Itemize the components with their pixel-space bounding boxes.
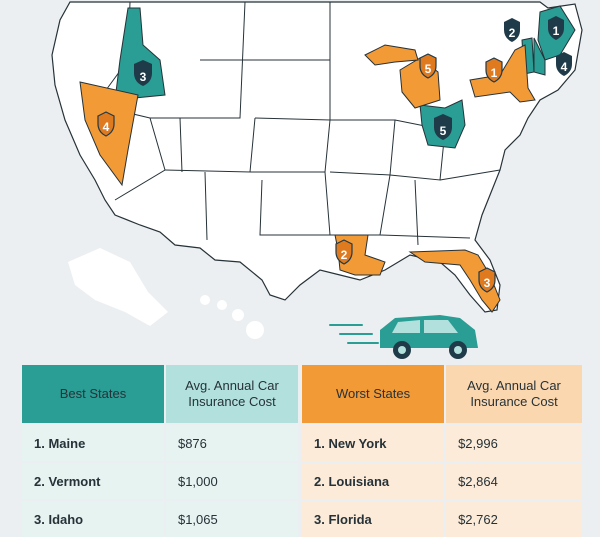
contiguous-us-land — [51, 1, 583, 313]
worst-states-header: Worst States — [302, 365, 446, 424]
table-row: 1. New York $2,996 — [302, 423, 582, 462]
best-state-cell: 2. Vermont — [22, 461, 165, 500]
best-cost-header-line2: Insurance Cost — [188, 394, 276, 409]
worst-state-cell: 3. Florida — [302, 499, 446, 537]
badge-michigan-rank: 5 — [425, 62, 432, 76]
badge-michigan: 5 — [419, 53, 437, 79]
state-florida — [408, 249, 501, 313]
badge-nevada: 4 — [97, 111, 115, 137]
state-idaho — [114, 7, 166, 101]
best-state-cell: 3. Idaho — [22, 499, 165, 537]
badge-new-hampshire: 4 — [556, 52, 572, 76]
badge-ohio: 5 — [434, 114, 452, 140]
hawaii-land — [200, 295, 264, 339]
best-state-cell: 1. Maine — [22, 423, 165, 462]
state-michigan-up — [364, 44, 419, 66]
insurance-tables: Best States Avg. Annual Car Insurance Co… — [22, 365, 582, 537]
state-new-york — [469, 44, 536, 103]
best-states-table: Best States Avg. Annual Car Insurance Co… — [22, 365, 298, 537]
badge-nevada-rank: 4 — [103, 120, 110, 134]
worst-state-cell: 1. New York — [302, 423, 446, 462]
worst-cost-cell: $2,762 — [444, 499, 582, 537]
us-map-svg: 1 2 3 4 5 1 2 3 — [51, 1, 583, 359]
best-cost-cell: $1,000 — [163, 461, 298, 500]
badge-new-york: 1 — [485, 57, 503, 83]
badge-florida-rank: 3 — [484, 276, 491, 290]
best-cost-header-line1: Avg. Annual Car — [185, 378, 279, 393]
worst-cost-header: Avg. Annual Car Insurance Cost — [444, 365, 582, 424]
worst-cost-cell: $2,864 — [444, 461, 582, 500]
worst-cost-header-line1: Avg. Annual Car — [467, 378, 561, 393]
badge-maine: 1 — [548, 16, 564, 40]
best-cost-cell: $1,065 — [163, 499, 298, 537]
table-row: 1. Maine $876 — [22, 423, 298, 462]
best-states-header-label: Best States — [59, 386, 127, 401]
badge-louisiana: 2 — [335, 239, 353, 265]
badge-vermont: 2 — [504, 18, 520, 42]
car-icon — [329, 315, 478, 359]
badge-idaho-rank: 3 — [140, 70, 147, 84]
badge-new-hampshire-rank: 4 — [561, 60, 568, 74]
table-row: 2. Louisiana $2,864 — [302, 461, 582, 500]
best-cost-header: Avg. Annual Car Insurance Cost — [163, 365, 298, 424]
badge-idaho: 3 — [134, 60, 152, 86]
worst-cost-cell: $2,996 — [444, 423, 582, 462]
table-row: 3. Florida $2,762 — [302, 499, 582, 537]
worst-state-cell: 2. Louisiana — [302, 461, 446, 500]
badge-louisiana-rank: 2 — [341, 248, 348, 262]
badge-new-york-rank: 1 — [491, 66, 498, 80]
us-map: 1 2 3 4 5 1 2 3 — [51, 1, 583, 359]
table-row: 3. Idaho $1,065 — [22, 499, 298, 537]
worst-cost-header-line2: Insurance Cost — [470, 394, 558, 409]
badge-maine-rank: 1 — [553, 24, 560, 38]
worst-table-header: Worst States Avg. Annual Car Insurance C… — [302, 365, 582, 424]
worst-states-table: Worst States Avg. Annual Car Insurance C… — [302, 365, 582, 537]
best-cost-cell: $876 — [163, 423, 298, 462]
worst-states-header-label: Worst States — [335, 386, 411, 401]
badge-florida: 3 — [478, 267, 496, 293]
badge-vermont-rank: 2 — [509, 26, 516, 40]
table-row: 2. Vermont $1,000 — [22, 461, 298, 500]
best-states-header: Best States — [22, 365, 165, 424]
alaska-land — [68, 248, 168, 326]
badge-ohio-rank: 5 — [440, 124, 447, 138]
state-borders — [94, 1, 501, 246]
best-table-header: Best States Avg. Annual Car Insurance Co… — [22, 365, 298, 424]
state-new-hampshire — [533, 37, 546, 76]
